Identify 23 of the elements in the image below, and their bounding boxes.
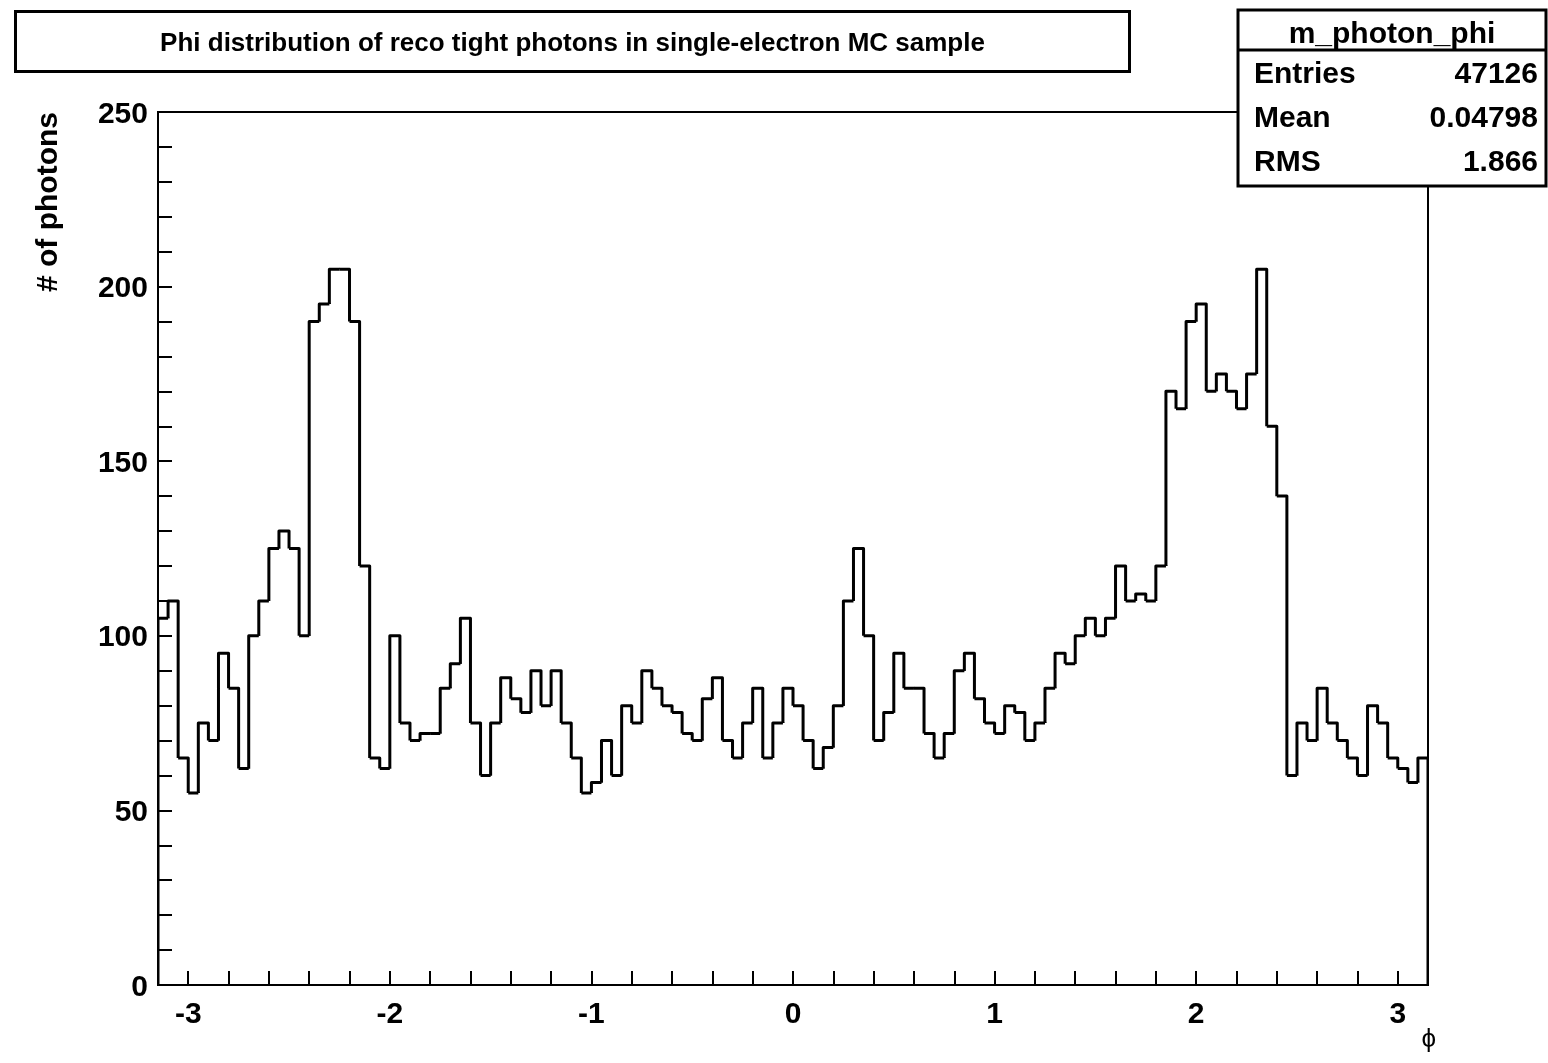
- y-tick-label: 250: [97, 95, 148, 129]
- x-axis-title: ϕ: [1421, 1023, 1436, 1053]
- annotation: RMS: [1254, 143, 1321, 177]
- y-tick-label: 100: [97, 619, 148, 653]
- y-axis-title: # of photons: [29, 112, 63, 292]
- y-tick-label: 200: [97, 270, 148, 304]
- text: 0.04798: [1429, 99, 1538, 133]
- annotation: Mean: [1254, 99, 1331, 133]
- x-tick-label: 2: [1187, 995, 1205, 1029]
- x-tick-label: -1: [578, 995, 605, 1029]
- text: Entries: [1254, 55, 1356, 89]
- y-tick-label: 50: [114, 793, 148, 827]
- text: 1.866: [1462, 143, 1538, 177]
- x-tick-label: -3: [174, 995, 202, 1029]
- y-tick-label: 150: [97, 444, 148, 478]
- text: m_photon_phi: [1288, 15, 1496, 49]
- x-tick-label: 1: [986, 995, 1003, 1029]
- y-tick-label: 0: [131, 968, 148, 1002]
- chart-title: Phi distribution of reco tight photons in single-electron MC sample: [160, 26, 985, 57]
- x-tick-label: 0: [784, 995, 802, 1029]
- text: 47126: [1454, 55, 1538, 89]
- x-tick-label: 3: [1389, 995, 1407, 1029]
- x-tick-label: -2: [376, 995, 404, 1029]
